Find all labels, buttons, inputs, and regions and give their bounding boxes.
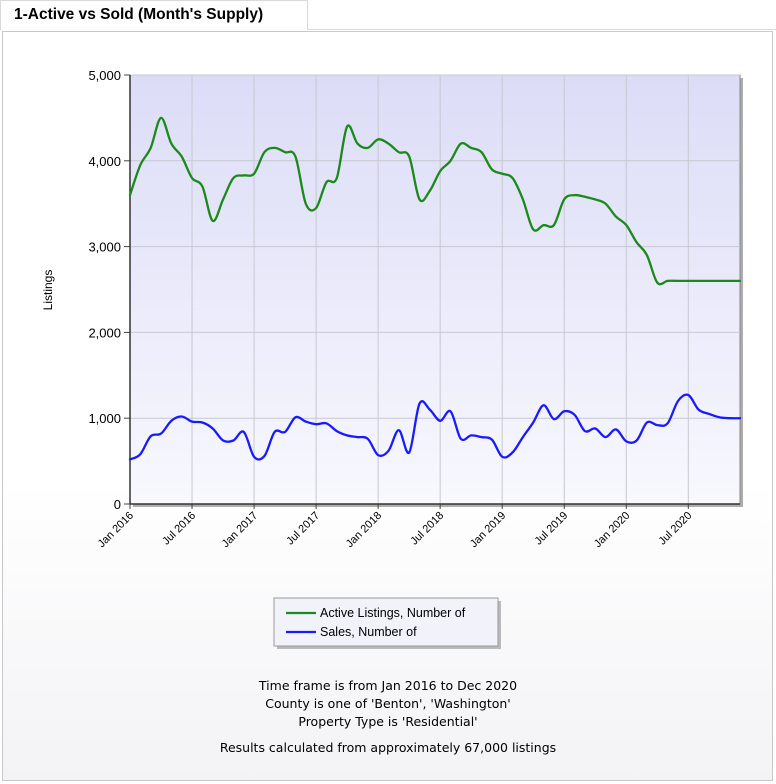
footer-results: Results calculated from approximately 67… bbox=[219, 740, 557, 755]
series-line-sales bbox=[128, 393, 742, 461]
plot-area bbox=[129, 74, 741, 505]
footer-timeframe: Time frame is from Jan 2016 to Dec 2020 bbox=[258, 678, 518, 693]
x-tick-label: Jul 2020 bbox=[657, 510, 695, 548]
x-tick-label: Jul 2018 bbox=[408, 510, 446, 548]
x-tick-label: Jul 2017 bbox=[284, 510, 322, 548]
footer-property-type: Property Type is 'Residential' bbox=[298, 714, 478, 729]
legend-label-sales: Sales, Number of bbox=[320, 625, 417, 639]
y-tick-label: 1,000 bbox=[88, 411, 121, 426]
x-tick-label: Jul 2016 bbox=[160, 510, 198, 548]
y-tick-label: 5,000 bbox=[88, 68, 121, 83]
x-tick-label: Jul 2019 bbox=[532, 510, 570, 548]
x-tick-label: Jan 2016 bbox=[96, 510, 136, 550]
x-tick-label: Jan 2020 bbox=[592, 510, 632, 550]
y-tick-label: 3,000 bbox=[88, 240, 121, 255]
legend-label-active: Active Listings, Number of bbox=[320, 606, 466, 620]
y-tick-label: 2,000 bbox=[88, 325, 121, 340]
x-tick-label: Jan 2018 bbox=[344, 510, 384, 550]
x-tick-label: Jan 2017 bbox=[220, 510, 260, 550]
series-line-active-listings bbox=[128, 116, 742, 286]
y-tick-label: 0 bbox=[114, 497, 121, 512]
tab-divider bbox=[308, 29, 776, 30]
chart-title: 1-Active vs Sold (Month's Supply) bbox=[14, 6, 264, 23]
y-axis-label: Listings bbox=[41, 270, 55, 311]
chart-tab[interactable]: 1-Active vs Sold (Month's Supply) bbox=[0, 0, 308, 30]
y-tick-label: 4,000 bbox=[88, 154, 121, 169]
chart-legend: Active Listings, Number of Sales, Number… bbox=[273, 597, 501, 649]
x-tick-label: Jan 2019 bbox=[468, 510, 508, 550]
footer-county: County is one of 'Benton', 'Washington' bbox=[265, 696, 511, 711]
